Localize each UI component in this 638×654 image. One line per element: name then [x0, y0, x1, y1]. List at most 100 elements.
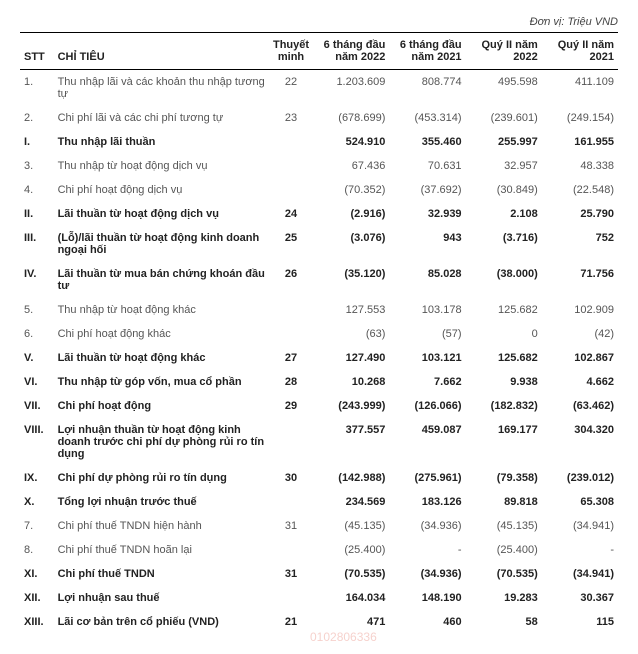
- cell-v4: (42): [542, 322, 618, 346]
- col-header-stt: STT: [20, 33, 54, 70]
- col-header-v4: Quý II năm 2021: [542, 33, 618, 70]
- cell-tm: 31: [269, 514, 313, 538]
- cell-v2: (453.314): [389, 106, 465, 130]
- cell-v3: (182.832): [466, 394, 542, 418]
- cell-tm: 31: [269, 562, 313, 586]
- col-header-v3: Quý II năm 2022: [466, 33, 542, 70]
- cell-tm: [269, 418, 313, 466]
- cell-v2: (34.936): [389, 514, 465, 538]
- cell-name: Lợi nhuận sau thuế: [54, 586, 269, 610]
- cell-stt: 1.: [20, 70, 54, 107]
- cell-v1: (35.120): [313, 262, 389, 298]
- col-header-name: CHỈ TIÊU: [54, 33, 269, 70]
- table-row: 8.Chi phí thuế TNDN hoãn lại(25.400)-(25…: [20, 538, 618, 562]
- cell-v2: (57): [389, 322, 465, 346]
- cell-stt: XI.: [20, 562, 54, 586]
- cell-name: Thu nhập từ góp vốn, mua cổ phần: [54, 370, 269, 394]
- cell-v3: 125.682: [466, 346, 542, 370]
- cell-tm: [269, 298, 313, 322]
- cell-v1: 471: [313, 610, 389, 634]
- cell-v1: 10.268: [313, 370, 389, 394]
- cell-stt: I.: [20, 130, 54, 154]
- cell-v1: 127.553: [313, 298, 389, 322]
- table-row: II.Lãi thuần từ hoạt động dịch vụ24(2.91…: [20, 202, 618, 226]
- table-row: 7.Chi phí thuế TNDN hiện hành31(45.135)(…: [20, 514, 618, 538]
- cell-tm: [269, 178, 313, 202]
- cell-stt: 5.: [20, 298, 54, 322]
- table-row: IX.Chi phí dự phòng rủi ro tín dụng30(14…: [20, 466, 618, 490]
- cell-tm: [269, 538, 313, 562]
- table-row: V.Lãi thuần từ hoạt động khác27127.49010…: [20, 346, 618, 370]
- cell-v4: 71.756: [542, 262, 618, 298]
- cell-name: Tổng lợi nhuận trước thuế: [54, 490, 269, 514]
- cell-tm: [269, 154, 313, 178]
- cell-name: Thu nhập lãi thuần: [54, 130, 269, 154]
- col-header-v2: 6 tháng đầu năm 2021: [389, 33, 465, 70]
- cell-v2: 32.939: [389, 202, 465, 226]
- cell-name: Chi phí thuế TNDN hoãn lại: [54, 538, 269, 562]
- table-row: X.Tổng lợi nhuận trước thuế234.569183.12…: [20, 490, 618, 514]
- cell-v3: 0: [466, 322, 542, 346]
- table-row: 3.Thu nhập từ hoạt động dịch vụ67.43670.…: [20, 154, 618, 178]
- cell-v4: (239.012): [542, 466, 618, 490]
- cell-v3: (30.849): [466, 178, 542, 202]
- cell-v1: 234.569: [313, 490, 389, 514]
- cell-v2: (126.066): [389, 394, 465, 418]
- cell-name: Chi phí lãi và các chi phí tương tự: [54, 106, 269, 130]
- cell-v4: 304.320: [542, 418, 618, 466]
- cell-v2: 7.662: [389, 370, 465, 394]
- cell-v1: (25.400): [313, 538, 389, 562]
- cell-v2: (275.961): [389, 466, 465, 490]
- cell-v1: (45.135): [313, 514, 389, 538]
- cell-stt: VIII.: [20, 418, 54, 466]
- table-row: XIII.Lãi cơ bản trên cổ phiếu (VND)21471…: [20, 610, 618, 634]
- cell-tm: 23: [269, 106, 313, 130]
- col-header-tm: Thuyết minh: [269, 33, 313, 70]
- cell-v4: (34.941): [542, 514, 618, 538]
- cell-tm: [269, 130, 313, 154]
- cell-v1: 524.910: [313, 130, 389, 154]
- cell-v1: 127.490: [313, 346, 389, 370]
- cell-name: Thu nhập từ hoạt động khác: [54, 298, 269, 322]
- cell-v4: (22.548): [542, 178, 618, 202]
- cell-v3: (38.000): [466, 262, 542, 298]
- cell-stt: 2.: [20, 106, 54, 130]
- cell-v2: 943: [389, 226, 465, 262]
- cell-v4: 30.367: [542, 586, 618, 610]
- cell-tm: [269, 322, 313, 346]
- cell-stt: III.: [20, 226, 54, 262]
- unit-label: Đơn vị: Triệu VND: [20, 16, 618, 28]
- cell-stt: XII.: [20, 586, 54, 610]
- cell-v3: 125.682: [466, 298, 542, 322]
- table-row: XII.Lợi nhuận sau thuế164.034148.19019.2…: [20, 586, 618, 610]
- cell-tm: 22: [269, 70, 313, 107]
- cell-tm: 25: [269, 226, 313, 262]
- cell-v4: 65.308: [542, 490, 618, 514]
- cell-stt: VII.: [20, 394, 54, 418]
- table-row: IV.Lãi thuần từ mua bán chứng khoán đầu …: [20, 262, 618, 298]
- table-row: VIII.Lợi nhuận thuần từ hoạt động kinh d…: [20, 418, 618, 466]
- cell-v2: 103.121: [389, 346, 465, 370]
- cell-stt: V.: [20, 346, 54, 370]
- cell-name: Chi phí thuế TNDN hiện hành: [54, 514, 269, 538]
- table-row: VII.Chi phí hoạt động29(243.999)(126.066…: [20, 394, 618, 418]
- cell-v4: 115: [542, 610, 618, 634]
- cell-v2: -: [389, 538, 465, 562]
- table-row: 5.Thu nhập từ hoạt động khác127.553103.1…: [20, 298, 618, 322]
- cell-v3: (25.400): [466, 538, 542, 562]
- cell-v2: 85.028: [389, 262, 465, 298]
- table-row: 4.Chi phí hoạt động dịch vụ(70.352)(37.6…: [20, 178, 618, 202]
- cell-stt: IX.: [20, 466, 54, 490]
- cell-v1: (70.352): [313, 178, 389, 202]
- cell-name: Thu nhập từ hoạt động dịch vụ: [54, 154, 269, 178]
- table-row: XI.Chi phí thuế TNDN31(70.535)(34.936)(7…: [20, 562, 618, 586]
- cell-v2: 460: [389, 610, 465, 634]
- cell-v1: (142.988): [313, 466, 389, 490]
- cell-v4: 752: [542, 226, 618, 262]
- table-body: 1.Thu nhập lãi và các khoản thu nhập tươ…: [20, 70, 618, 635]
- table-row: III.(Lỗ)/lãi thuần từ hoạt động kinh doa…: [20, 226, 618, 262]
- cell-v4: 25.790: [542, 202, 618, 226]
- col-header-v1: 6 tháng đầu năm 2022: [313, 33, 389, 70]
- cell-v2: 808.774: [389, 70, 465, 107]
- cell-v4: 48.338: [542, 154, 618, 178]
